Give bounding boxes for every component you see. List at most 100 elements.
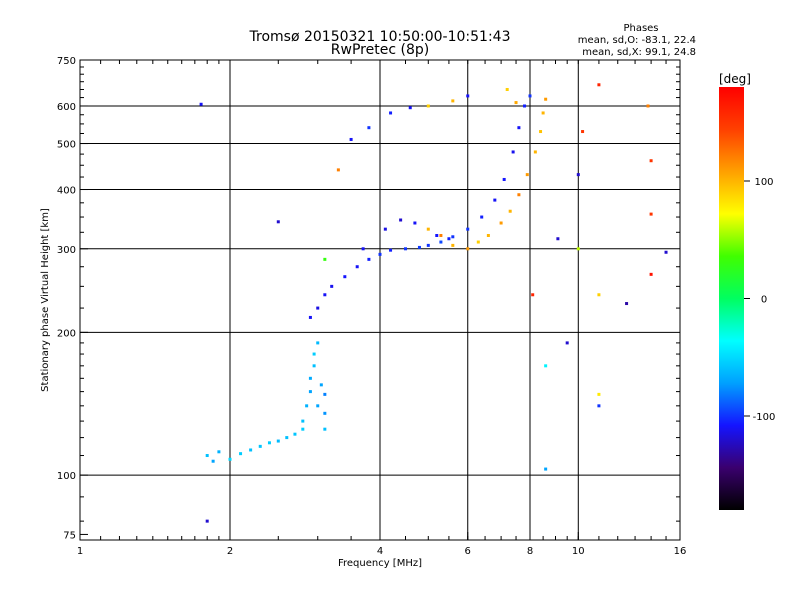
- data-point: [361, 247, 365, 251]
- y-tick-label: 75: [63, 530, 76, 541]
- data-point: [597, 404, 601, 408]
- data-point: [565, 341, 569, 345]
- data-point: [439, 240, 443, 244]
- colorbar-label: [deg]: [719, 72, 751, 86]
- data-point: [403, 247, 407, 251]
- data-point: [511, 150, 515, 154]
- y-axis: 75 100 200 300 400 500 600 750: [57, 56, 680, 541]
- chart-subtitle: RwPretec (8p): [331, 42, 429, 58]
- data-point: [435, 233, 439, 237]
- data-point: [597, 293, 601, 297]
- data-point: [625, 302, 629, 306]
- data-point: [466, 94, 470, 98]
- data-point: [466, 227, 470, 231]
- y-axis-label: Stationary phase Virtual Height [km]: [40, 208, 51, 392]
- colorbar-tick-label: -100: [753, 412, 776, 423]
- data-point: [576, 247, 580, 251]
- data-point: [323, 293, 327, 297]
- data-point: [267, 441, 271, 445]
- chart-title: Tromsø 20150321 10:50:00-10:51:43: [249, 29, 511, 45]
- data-point: [417, 245, 421, 249]
- data-point: [544, 364, 548, 368]
- data-point: [319, 383, 323, 387]
- data-point: [316, 341, 320, 345]
- data-point: [447, 237, 451, 241]
- data-point: [301, 419, 305, 423]
- x-tick-label: 10: [572, 546, 585, 557]
- data-point: [408, 106, 412, 110]
- data-point: [316, 404, 320, 408]
- data-point: [556, 237, 560, 241]
- data-point: [451, 235, 455, 239]
- data-point: [451, 99, 455, 103]
- data-point: [316, 306, 320, 310]
- data-point: [276, 439, 280, 443]
- data-point: [389, 111, 393, 115]
- data-point: [514, 101, 518, 105]
- data-point: [228, 457, 232, 461]
- data-point: [493, 198, 497, 202]
- y-tick-label: 400: [57, 186, 76, 197]
- data-point: [525, 173, 529, 177]
- data-point: [389, 248, 393, 252]
- data-point: [293, 432, 297, 436]
- data-point: [308, 315, 312, 319]
- y-tick-label: 750: [57, 56, 76, 67]
- x-tick-label: 8: [527, 546, 533, 557]
- data-point: [301, 427, 305, 431]
- data-point: [426, 227, 430, 231]
- data-point: [544, 97, 548, 101]
- data-point: [499, 221, 503, 225]
- x-axis-label: Frequency [MHz]: [338, 558, 422, 569]
- colorbar: [719, 87, 744, 510]
- data-point: [597, 392, 601, 396]
- data-point: [205, 519, 209, 523]
- data-point: [528, 94, 532, 98]
- data-point: [508, 209, 512, 213]
- data-point: [349, 137, 353, 141]
- y-tick-label: 600: [57, 102, 76, 113]
- data-point: [211, 459, 215, 463]
- x-tick-label: 1: [77, 546, 83, 557]
- data-point: [217, 450, 221, 454]
- data-point: [413, 221, 417, 225]
- data-point: [502, 177, 506, 181]
- data-point: [480, 215, 484, 219]
- x-axis: 1 2 4 6 8 10 16: [77, 60, 686, 557]
- y-tick-label: 300: [57, 245, 76, 256]
- data-point: [258, 444, 262, 448]
- data-point: [451, 243, 455, 247]
- data-point: [276, 220, 280, 224]
- data-point: [439, 233, 443, 237]
- data-point: [646, 104, 650, 108]
- data-point: [249, 448, 253, 452]
- data-point: [305, 404, 309, 408]
- data-point: [330, 284, 334, 288]
- data-point: [523, 104, 527, 108]
- data-point: [323, 427, 327, 431]
- data-point: [476, 240, 480, 244]
- data-point: [336, 168, 340, 172]
- data-point: [517, 193, 521, 197]
- x-tick-label: 4: [377, 546, 383, 557]
- legend-line-o: mean, sd,O: -83.1, 22.4: [578, 35, 696, 46]
- data-point: [312, 364, 316, 368]
- data-point: [533, 150, 537, 154]
- data-point: [378, 252, 382, 256]
- data-point: [343, 275, 347, 279]
- y-tick-label: 500: [57, 140, 76, 151]
- data-point: [355, 265, 359, 269]
- data-point: [649, 159, 653, 163]
- data-point: [531, 293, 535, 297]
- data-point: [323, 257, 327, 261]
- y-tick-label: 100: [57, 471, 76, 482]
- data-point: [505, 87, 509, 91]
- data-point: [576, 173, 580, 177]
- data-point: [541, 111, 545, 115]
- data-point: [383, 227, 387, 231]
- data-point: [539, 130, 543, 134]
- data-point: [597, 83, 601, 87]
- data-point: [466, 247, 470, 251]
- x-tick-label: 2: [227, 546, 233, 557]
